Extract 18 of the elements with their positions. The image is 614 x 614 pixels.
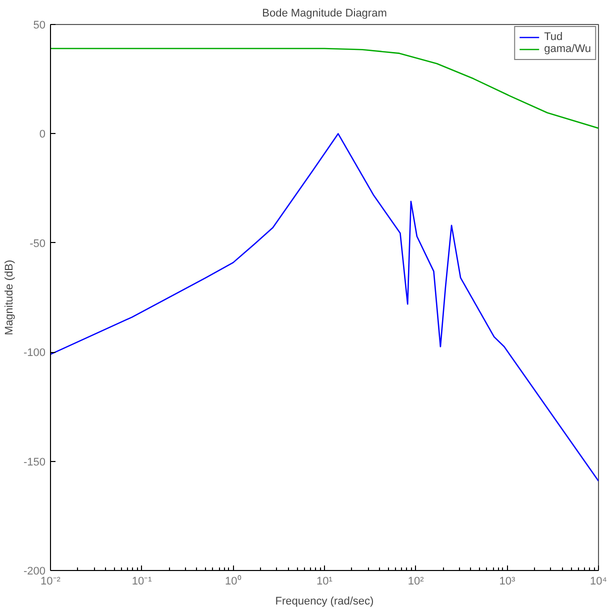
y-tick-label: -200 (23, 566, 46, 578)
legend-label: gama/Wu (544, 43, 591, 55)
x-axis-title: Frequency (rad/sec) (275, 596, 374, 608)
x-tick-label: 10⁴ (590, 576, 608, 588)
y-tick-label: -150 (23, 456, 46, 468)
x-tick-label: 10⁰ (225, 574, 242, 588)
y-tick-label: -100 (23, 347, 46, 360)
y-tick-label: 0 (39, 128, 46, 141)
x-tick-label: 10¹ (316, 576, 333, 588)
y-axis-title: Magnitude (dB) (3, 260, 16, 336)
y-tick-label: -50 (30, 238, 46, 250)
y-tick-label: 50 (33, 20, 46, 32)
x-tick-label: 10³ (499, 576, 516, 588)
x-tick-label: 10⁻¹ (132, 576, 152, 588)
x-tick-label: 10⁻² (40, 576, 61, 588)
x-tick-label: 10² (408, 576, 424, 588)
chart-title: Bode Magnitude Diagram (262, 8, 387, 20)
legend-label: Tud (544, 31, 564, 43)
